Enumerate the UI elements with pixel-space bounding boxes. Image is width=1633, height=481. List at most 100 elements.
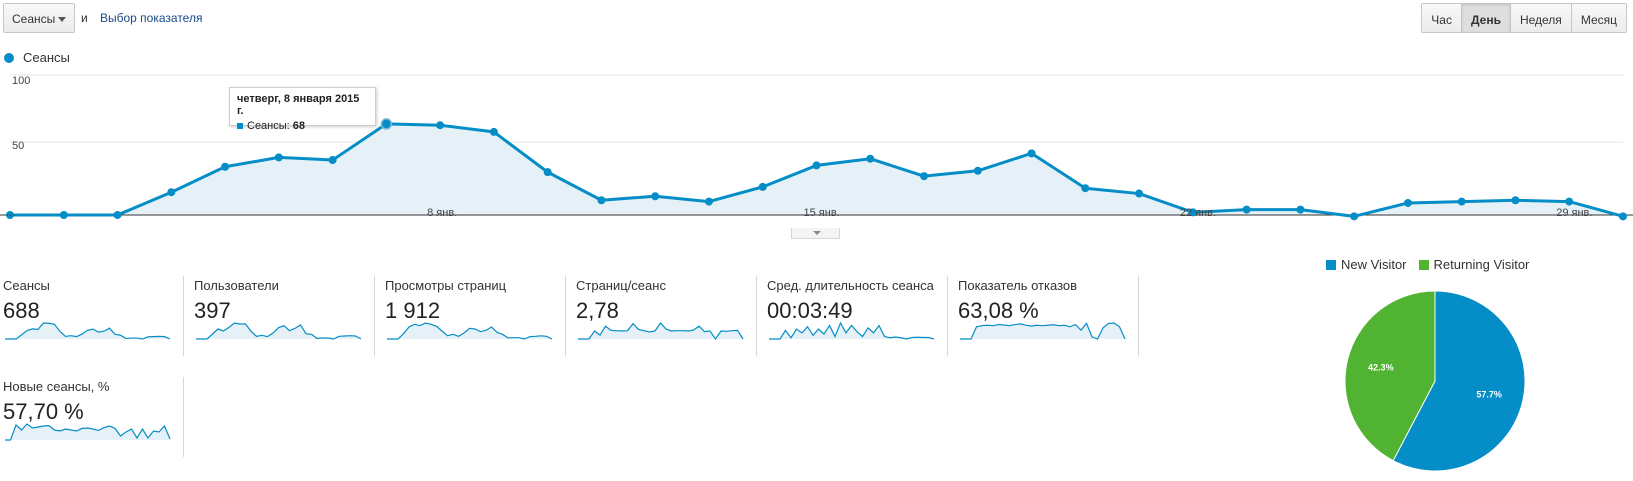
metric-select-label: Сеансы: [12, 12, 56, 26]
metric-sparkline: [5, 322, 171, 340]
sparkline-area: [578, 323, 743, 339]
metric-label: Новые сеансы, %: [3, 379, 110, 394]
x-tick-label: 29 янв.: [1556, 207, 1592, 219]
sparkline-line: [769, 321, 935, 340]
pie-slice-label: 57.7%: [1476, 389, 1502, 399]
metric-sparkline: [578, 322, 744, 341]
sparkline-line: [960, 322, 1126, 340]
toolbar: Сеансы и Выбор показателя Час День Недел…: [0, 0, 1633, 40]
metric-tile-new-sessions-percent[interactable]: Новые сеансы, % 57,70 %: [0, 377, 184, 457]
metric-value: 00:03:49: [767, 298, 853, 323]
data-point: [1619, 212, 1627, 221]
metric-sparkline: [387, 322, 553, 340]
x-tick-label: 8 янв.: [427, 207, 457, 219]
period-hour-button[interactable]: Час: [1422, 4, 1462, 32]
period-month-button[interactable]: Месяц: [1571, 4, 1626, 32]
metric-select[interactable]: Сеансы: [3, 3, 75, 33]
sparkline-line: [578, 322, 744, 341]
period-week-button[interactable]: Неделя: [1510, 4, 1572, 32]
chart-tooltip: четверг, 8 января 2015 г. Сеансы: 68: [229, 87, 376, 132]
period-day-button[interactable]: День: [1461, 4, 1511, 32]
data-point: [1242, 205, 1251, 214]
sparkline-line: [387, 322, 553, 340]
data-point: [221, 162, 230, 171]
data-point: [1027, 149, 1036, 158]
pie-legend-item-new: New Visitor: [1326, 257, 1407, 272]
sparkline-area: [769, 323, 934, 339]
data-point: [436, 121, 445, 130]
and-label: и: [81, 11, 88, 25]
legend-label: Сеансы: [23, 50, 70, 65]
metric-tile-avg-session-duration[interactable]: Сред. длительность сеанса 00:03:49: [764, 276, 948, 356]
data-point: [866, 154, 875, 163]
data-point: [597, 196, 606, 205]
x-tick-label: 15 янв.: [804, 207, 840, 219]
metric-label: Страниц/сеанс: [576, 278, 666, 293]
sparkline-area: [387, 323, 552, 339]
data-point: [1188, 208, 1197, 217]
metric-tile-users[interactable]: Пользователи 397: [191, 276, 375, 356]
y-tick-label: 50: [12, 140, 24, 152]
metric-tile-sessions[interactable]: Сеансы 688: [0, 276, 184, 356]
visitor-pie-chart: 57.7% 42.3%: [1340, 286, 1530, 481]
data-point: [1457, 197, 1466, 206]
metric-value: 57,70 %: [3, 399, 84, 424]
metric-label: Сред. длительность сеанса: [767, 278, 934, 293]
data-point: [1350, 212, 1359, 221]
pie-legend-label: New Visitor: [1341, 257, 1407, 272]
data-point: [812, 161, 821, 170]
metric-value: 688: [3, 298, 40, 323]
metric-sparkline: [5, 423, 171, 441]
sparkline-line: [5, 322, 171, 340]
data-point: [543, 168, 552, 177]
pie-legend-item-returning: Returning Visitor: [1418, 257, 1529, 272]
legend-swatch-icon: [1418, 259, 1429, 270]
metric-tile-pages-per-session[interactable]: Страниц/сеанс 2,78: [573, 276, 757, 356]
tooltip-value: 68: [292, 120, 305, 132]
metric-value: 1 912: [385, 298, 441, 323]
data-point: [328, 156, 337, 165]
data-point: [167, 188, 176, 197]
metric-label: Показатель отказов: [958, 278, 1078, 293]
tooltip-label: Сеансы:: [247, 120, 290, 132]
data-point: [113, 211, 122, 219]
choose-metric-link[interactable]: Выбор показателя: [100, 11, 203, 25]
data-point: [651, 192, 660, 201]
data-point: [758, 182, 767, 191]
chevron-down-icon: [813, 231, 821, 235]
pie-chart-svg: 57.7% 42.3%: [1344, 290, 1526, 472]
metric-value: 63,08 %: [958, 298, 1039, 323]
data-point: [1135, 189, 1144, 198]
pie-slice: [1344, 290, 1436, 462]
sparkline-area: [5, 424, 170, 440]
data-point: [380, 118, 393, 130]
data-point: [274, 153, 283, 162]
series-area: [10, 123, 1623, 217]
period-selector: Час День Неделя Месяц: [1421, 3, 1627, 33]
data-point: [1403, 198, 1412, 207]
sparkline-line: [5, 423, 171, 441]
chevron-down-icon: [58, 17, 66, 22]
metric-label: Сеансы: [3, 278, 50, 293]
tooltip-date: четверг, 8 января 2015 г.: [237, 93, 360, 117]
data-point: [920, 172, 929, 181]
pie-slice: [1392, 290, 1526, 472]
metric-value: 397: [194, 298, 231, 323]
tooltip-swatch-icon: [237, 123, 243, 129]
metric-sparkline: [960, 322, 1126, 340]
sessions-chart-svg: 100 50... 8 янв. 15 янв. 22 янв. 29 янв.: [0, 74, 1633, 221]
metric-label: Пользователи: [194, 278, 279, 293]
sparkline-line: [196, 322, 362, 340]
chart-legend: Сеансы: [4, 50, 70, 65]
data-point: [1081, 184, 1090, 193]
metric-sparkline: [196, 322, 362, 340]
sessions-chart: 100 50... 8 янв. 15 янв. 22 янв. 29 янв.: [0, 70, 1633, 240]
metric-tile-bounce-rate[interactable]: Показатель отказов 63,08 %: [955, 276, 1139, 356]
legend-swatch-icon: [1326, 259, 1336, 270]
data-point: [1296, 205, 1305, 214]
metric-tile-pageviews[interactable]: Просмотры страниц 1 912: [382, 276, 566, 356]
data-point: [489, 127, 498, 136]
chart-collapse-handle[interactable]: [791, 228, 840, 239]
x-tick-label: ...: [6, 207, 15, 219]
data-point: [59, 211, 68, 219]
